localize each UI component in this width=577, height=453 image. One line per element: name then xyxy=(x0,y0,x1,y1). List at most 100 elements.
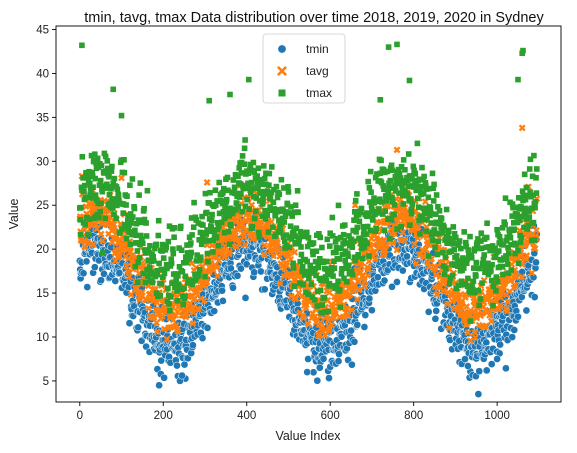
data-point-tmax xyxy=(394,226,400,232)
data-point-tmax xyxy=(389,167,396,174)
data-point-tmax xyxy=(176,264,183,270)
data-point-tmax xyxy=(201,237,208,243)
data-point-tmax xyxy=(387,235,393,242)
data-point-tmax xyxy=(312,266,318,272)
data-point-tmax xyxy=(465,247,472,253)
data-point-tmax xyxy=(207,189,213,196)
data-point-tmax xyxy=(335,278,341,284)
data-point-tmax xyxy=(145,257,152,263)
data-point-tmax xyxy=(340,241,346,247)
data-point-tmax xyxy=(235,173,241,180)
data-point-tmax xyxy=(431,227,438,233)
data-point-tmin xyxy=(482,366,491,375)
data-point-tavg xyxy=(126,273,133,281)
data-point-tmax xyxy=(400,201,406,207)
data-point-tmax xyxy=(338,245,344,251)
data-point-tmax xyxy=(526,214,533,220)
data-point-tmax xyxy=(392,183,398,189)
data-point-tmax xyxy=(436,208,443,214)
data-point-tmax xyxy=(500,242,507,248)
data-point-tmax xyxy=(246,206,252,212)
data-point-tmin xyxy=(210,307,219,315)
data-point-tmax xyxy=(377,170,384,177)
data-point-tavg xyxy=(463,303,471,310)
data-point-tmax xyxy=(372,174,379,181)
data-point-tmax xyxy=(206,200,212,206)
data-point-tmax xyxy=(415,204,422,210)
data-point-tmax xyxy=(354,191,360,197)
data-point-tmax xyxy=(313,248,320,254)
data-point-tmax xyxy=(370,208,377,215)
data-point-tmax xyxy=(137,241,143,248)
data-point-tmax xyxy=(509,213,515,219)
data-point-tmax xyxy=(115,192,122,199)
data-point-tmax xyxy=(283,232,290,238)
data-point-tmax xyxy=(437,219,444,226)
data-point-tavg xyxy=(214,272,221,280)
data-point-tmin xyxy=(347,326,355,335)
data-point-tmin xyxy=(432,307,441,315)
data-point-tavg xyxy=(432,271,440,279)
data-point-tmax xyxy=(405,177,411,184)
legend-marker-tavg xyxy=(276,65,288,77)
data-point-tmax xyxy=(368,189,374,195)
data-point-tmax xyxy=(261,163,267,169)
data-point-tmax xyxy=(352,257,358,264)
data-point-tmax xyxy=(316,231,322,237)
data-point-tmax xyxy=(196,266,203,273)
data-point-tmax xyxy=(165,285,171,292)
data-point-tmax xyxy=(233,200,240,206)
data-point-tmin xyxy=(532,258,540,267)
data-point-tmax xyxy=(315,261,321,267)
data-point-tmax xyxy=(226,213,232,219)
data-point-tmax xyxy=(458,278,465,285)
data-point-tmax xyxy=(283,209,289,215)
data-point-tmax xyxy=(251,215,258,222)
data-point-tmax xyxy=(171,225,178,231)
data-point-tmax xyxy=(364,240,371,247)
data-point-tavg xyxy=(414,223,422,231)
data-point-tmax xyxy=(354,224,361,231)
legend-marker-tmax xyxy=(278,89,286,97)
x-tick-label: 1000 xyxy=(484,410,510,422)
data-point-tmax xyxy=(160,274,166,280)
data-point-tavg xyxy=(221,253,229,261)
data-point-tmax xyxy=(215,242,222,249)
data-point-tmax xyxy=(170,246,176,252)
data-point-tmax xyxy=(174,298,181,304)
data-point-tmax xyxy=(260,196,266,202)
data-point-tmax xyxy=(236,194,243,200)
data-point-tmax xyxy=(271,186,277,193)
data-point-tmax xyxy=(477,296,484,302)
data-point-tmax xyxy=(493,274,500,280)
data-point-tmax xyxy=(389,194,395,201)
data-point-tmax xyxy=(188,215,195,221)
data-point-tavg xyxy=(461,293,469,301)
data-point-tavg xyxy=(504,298,512,306)
y-axis-label: Value xyxy=(7,198,21,229)
data-point-tmax xyxy=(163,244,169,251)
data-point-tmin xyxy=(398,266,407,275)
data-point-tmax xyxy=(515,247,521,254)
y-tick-label: 15 xyxy=(36,288,49,300)
data-point-tmax xyxy=(251,169,257,176)
data-point-tmax xyxy=(285,189,292,195)
data-point-tmax xyxy=(79,42,85,49)
data-point-tmax xyxy=(319,302,326,308)
data-point-tmax xyxy=(191,199,197,206)
data-point-tmax xyxy=(377,97,384,103)
data-point-tavg xyxy=(487,317,495,325)
data-point-tmax xyxy=(188,249,194,256)
data-point-tmax xyxy=(317,256,323,262)
data-point-tmax xyxy=(481,263,487,269)
y-tick-label: 10 xyxy=(36,332,49,344)
data-point-tmax xyxy=(98,200,104,207)
data-point-tmax xyxy=(400,192,406,199)
data-point-tmax xyxy=(473,259,480,266)
data-point-tmin xyxy=(303,368,312,376)
data-point-tmax xyxy=(291,228,297,234)
data-point-tmax xyxy=(317,287,324,294)
data-point-tmax xyxy=(506,230,513,237)
data-point-tmax xyxy=(225,187,231,194)
data-point-tmax xyxy=(396,170,403,177)
